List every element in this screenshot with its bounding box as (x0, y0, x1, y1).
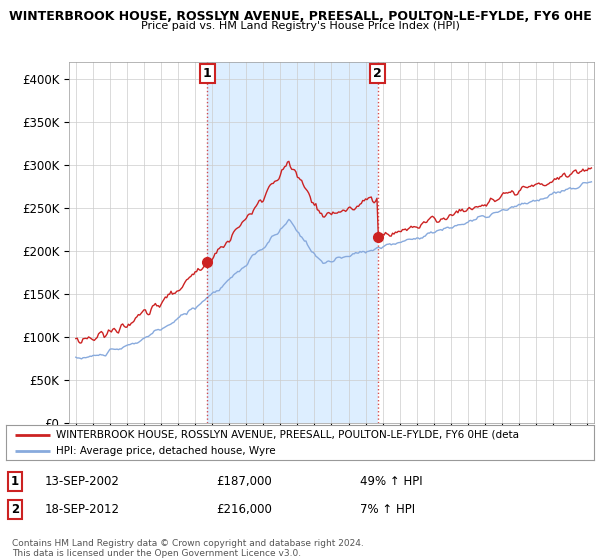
Bar (207, 62, 377, 423)
Text: Contains HM Land Registry data © Crown copyright and database right 2024.
This d: Contains HM Land Registry data © Crown c… (12, 539, 364, 558)
Text: WINTERBROOK HOUSE, ROSSLYN AVENUE, PREESALL, POULTON-LE-FYLDE, FY6 0HE: WINTERBROOK HOUSE, ROSSLYN AVENUE, PREES… (8, 10, 592, 23)
Text: 2: 2 (11, 503, 19, 516)
Text: 1: 1 (11, 475, 19, 488)
Text: 18-SEP-2012: 18-SEP-2012 (45, 503, 120, 516)
Text: HPI: Average price, detached house, Wyre: HPI: Average price, detached house, Wyre (56, 446, 275, 456)
Text: 13-SEP-2002: 13-SEP-2002 (45, 475, 120, 488)
Text: 7% ↑ HPI: 7% ↑ HPI (360, 503, 415, 516)
Text: £187,000: £187,000 (216, 475, 272, 488)
Text: 1: 1 (203, 67, 212, 80)
Text: £216,000: £216,000 (216, 503, 272, 516)
Text: 49% ↑ HPI: 49% ↑ HPI (360, 475, 422, 488)
Text: WINTERBROOK HOUSE, ROSSLYN AVENUE, PREESALL, POULTON-LE-FYLDE, FY6 0HE (deta: WINTERBROOK HOUSE, ROSSLYN AVENUE, PREES… (56, 430, 519, 440)
Text: Price paid vs. HM Land Registry's House Price Index (HPI): Price paid vs. HM Land Registry's House … (140, 21, 460, 31)
Text: 2: 2 (373, 67, 382, 80)
